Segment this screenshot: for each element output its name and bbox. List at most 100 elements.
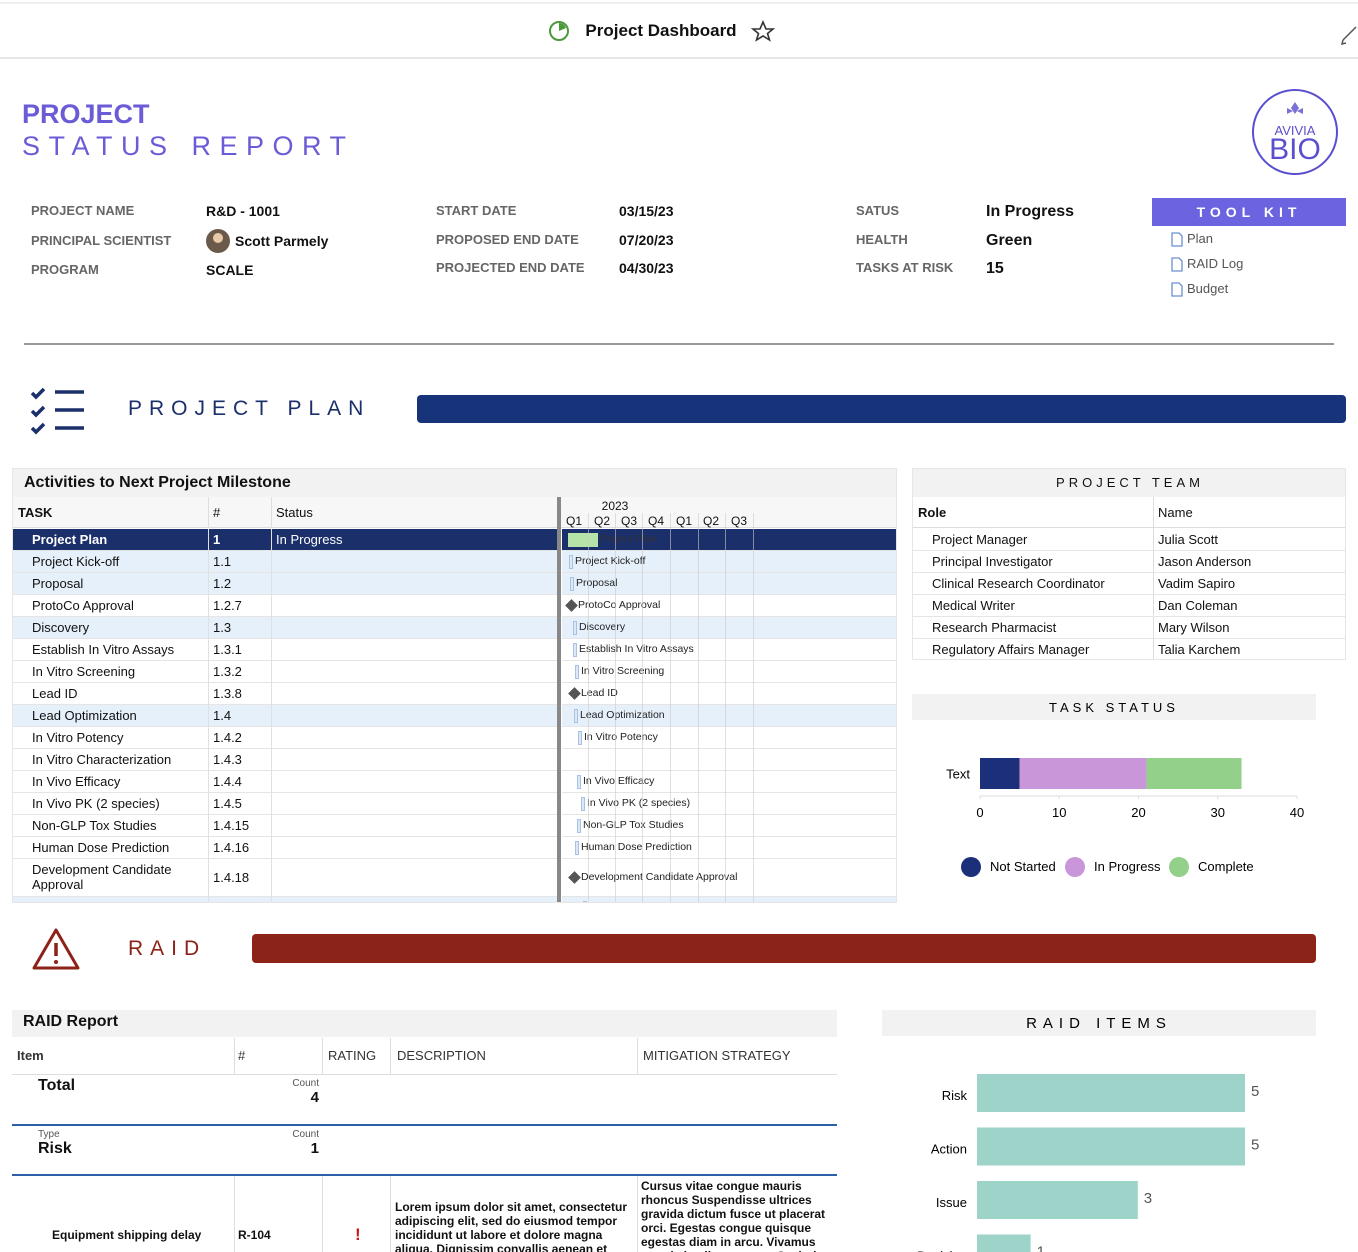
gantt-label: Project Plan [600, 533, 657, 546]
task-row [13, 573, 557, 595]
gantt-row [562, 683, 896, 705]
team-name: Talia Karchem [1158, 641, 1241, 657]
bar [977, 1181, 1138, 1219]
task-name: Human Dose Prediction [32, 839, 170, 855]
gantt-bar [573, 643, 577, 657]
x-tick-label: 30 [1211, 805, 1225, 820]
task-name: In Vitro Characterization [32, 751, 172, 767]
cell-divider [271, 749, 272, 771]
task-name: Pre-Clinical [32, 900, 98, 902]
cell-divider [271, 727, 272, 749]
task-number: 1.2.7 [213, 597, 242, 613]
task-row [13, 595, 557, 617]
cell-divider [271, 639, 272, 661]
column-label: # [213, 504, 221, 520]
edit-icon[interactable] [1340, 26, 1357, 46]
field-value: 03/15/23 [619, 203, 674, 220]
gantt-quarter: Q4 [647, 513, 665, 528]
bar [977, 1127, 1245, 1166]
gantt-label: In Vitro Screening [581, 665, 665, 678]
x-tick-label: 10 [1052, 805, 1066, 820]
team-row [913, 617, 1345, 639]
toolkit-link[interactable]: RAID Log [1187, 255, 1244, 271]
total-count: 4 [310, 1088, 319, 1106]
gantt-label: Non-GLP Tox Studies [583, 819, 684, 832]
task-row [13, 529, 557, 551]
cell-divider [208, 573, 209, 595]
raid-description: Lorem ipsum dolor sit amet, consectetur … [395, 1200, 628, 1252]
team-row [913, 595, 1345, 617]
doc-icon [1171, 232, 1183, 247]
activities-panel: Activities to Next Project Milestone TASK… [12, 468, 897, 903]
bar-value-label: 5 [1251, 1137, 1259, 1154]
cell-divider [208, 771, 209, 793]
gantt-bar [570, 577, 574, 591]
raid-mitigation: Cursus vitae congue mauris rhoncus Suspe… [641, 1179, 837, 1252]
task-name: Non-GLP Tox Studies [32, 817, 157, 833]
group-type: Risk [38, 1140, 72, 1158]
team-role: Principal Investigator [932, 553, 1053, 569]
field-value: SCALE [206, 262, 254, 279]
cell-divider [271, 793, 272, 815]
bar-value-label: 5 [1251, 1083, 1259, 1100]
gantt-label: Discovery [579, 621, 626, 634]
gantt-label: In Vivo PK (2 species) [587, 797, 691, 810]
favorite-star[interactable] [750, 19, 776, 42]
task-name: ProtoCo Approval [32, 597, 134, 613]
cell-divider [271, 661, 272, 683]
chart-title-box [912, 694, 1316, 720]
gantt-label: Development Candidate Approval [581, 871, 738, 884]
gantt-bar [568, 533, 598, 547]
gantt-bar [575, 665, 579, 679]
team-role: Research Pharmacist [932, 619, 1057, 635]
column-label: TASK [18, 504, 53, 520]
task-name: Establish In Vitro Assays [32, 641, 175, 657]
cell-divider [271, 897, 272, 902]
gantt-row [562, 705, 896, 727]
bar [977, 1234, 1031, 1252]
gantt-label: Project Kick-off [575, 555, 646, 568]
bar [977, 1074, 1245, 1112]
gantt-quarter: Q2 [702, 513, 720, 528]
gantt-bar [569, 555, 573, 569]
cell-divider [271, 705, 272, 727]
gantt-gridline [588, 513, 589, 902]
bar-segment [1146, 758, 1242, 789]
toolkit-link[interactable]: Plan [1187, 230, 1214, 246]
gantt-gridline [753, 513, 754, 902]
team-row [913, 551, 1345, 573]
gantt-row [562, 573, 896, 595]
cell-divider [271, 617, 272, 639]
gantt-label: Human Dose Prediction [581, 841, 692, 854]
task-number: 1.4.16 [213, 839, 250, 855]
column-label: Status [276, 504, 313, 520]
logo-ring [1252, 89, 1338, 175]
logo-top: AVIVIA [1274, 123, 1316, 138]
column-divider [1153, 497, 1154, 659]
task-name: In Vivo PK (2 species) [32, 795, 160, 811]
team-name: Jason Anderson [1158, 553, 1252, 569]
gantt-row [562, 529, 896, 551]
y-tick-label: Issue [936, 1195, 967, 1210]
team-role: Clinical Research Coordinator [932, 575, 1105, 591]
raid-title: RAID [128, 937, 207, 960]
toolkit-link[interactable]: Budget [1187, 280, 1229, 296]
cell-divider [271, 551, 272, 573]
toolkit-title: TOOL KIT [1152, 198, 1346, 226]
task-name: In Vitro Screening [32, 663, 136, 679]
task-name: Discovery [32, 619, 90, 635]
count-label: Count [292, 1128, 319, 1140]
panel-header [13, 469, 896, 497]
panel-title: PROJECT TEAM [1056, 474, 1204, 490]
gantt-row [562, 661, 896, 683]
logo-bottom: BIO [1269, 133, 1321, 166]
column-label: # [238, 1047, 246, 1063]
gantt-row [562, 815, 896, 837]
task-status: In Progress [276, 531, 343, 547]
group-line [12, 1174, 837, 1176]
y-tick-label: Risk [942, 1088, 968, 1103]
gantt-bar [573, 621, 577, 635]
field-value: 07/20/23 [619, 232, 674, 249]
task-row [13, 661, 557, 683]
column-divider [322, 1038, 323, 1075]
